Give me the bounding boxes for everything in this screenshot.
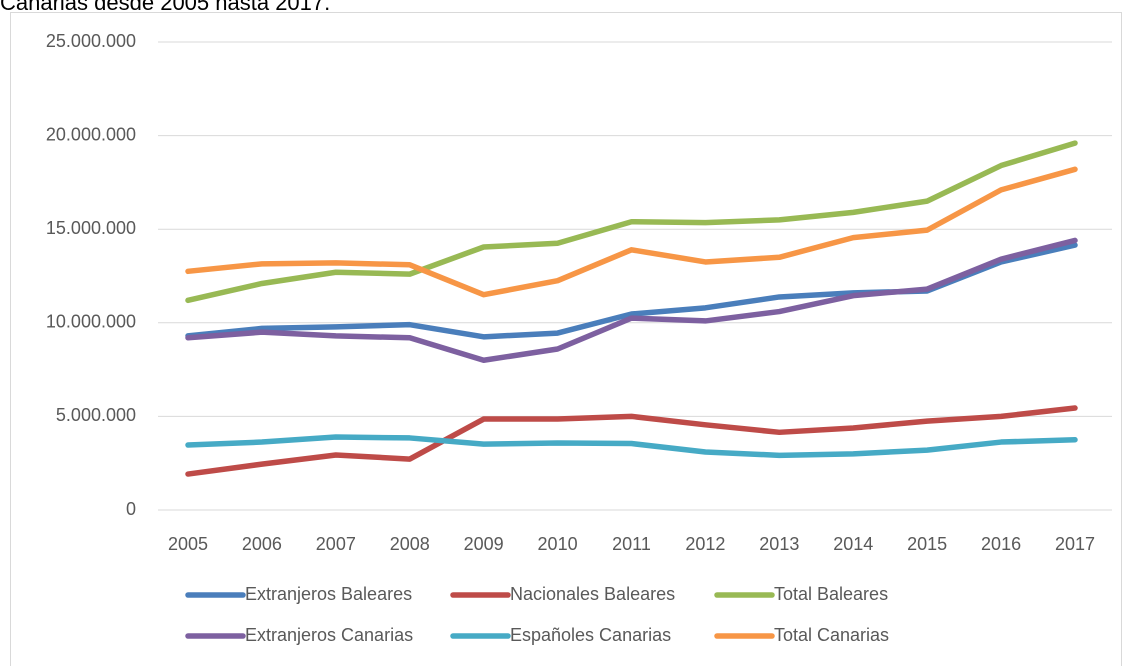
caption: Canarias desde 2005 hasta 2017. — [0, 0, 330, 15]
y-tick-label: 15.000.000 — [46, 218, 136, 238]
series-line — [185, 140, 1078, 304]
y-tick-label: 20.000.000 — [46, 124, 136, 144]
legend-label: Extranjeros Canarias — [245, 625, 413, 645]
x-tick-label: 2012 — [685, 534, 725, 554]
legend-label: Total Canarias — [774, 625, 889, 645]
x-tick-label: 2014 — [833, 534, 873, 554]
series-line — [185, 166, 1078, 298]
x-tick-label: 2008 — [390, 534, 430, 554]
y-tick-label: 10.000.000 — [46, 312, 136, 332]
x-tick-label: 2017 — [1055, 534, 1095, 554]
x-tick-label: 2011 — [612, 534, 651, 554]
x-tick-label: 2015 — [907, 534, 947, 554]
series-line — [185, 434, 1078, 459]
y-tick-label: 25.000.000 — [46, 31, 136, 51]
x-tick-label: 2007 — [316, 534, 356, 554]
x-tick-label: 2010 — [538, 534, 578, 554]
y-tick-label: 0 — [126, 499, 136, 519]
chart-frame — [10, 12, 1122, 666]
x-tick-label: 2016 — [981, 534, 1021, 554]
legend-label: Extranjeros Baleares — [245, 584, 412, 604]
legend-label: Nacionales Baleares — [510, 584, 675, 604]
legend-label: Total Baleares — [774, 584, 888, 604]
series-line — [185, 237, 1078, 363]
x-tick-label: 2013 — [759, 534, 799, 554]
y-tick-label: 5.000.000 — [56, 405, 136, 425]
x-tick-label: 2006 — [242, 534, 282, 554]
legend-label: Españoles Canarias — [510, 625, 671, 645]
x-tick-label: 2009 — [464, 534, 504, 554]
x-tick-label: 2005 — [168, 534, 208, 554]
series-line — [185, 405, 1078, 477]
